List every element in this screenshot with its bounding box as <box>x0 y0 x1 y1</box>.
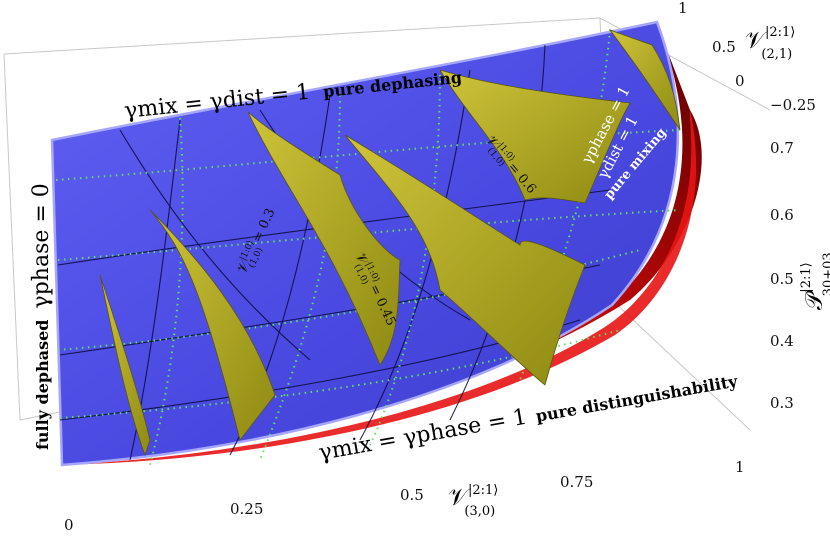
y-tick-label: −0.25 <box>770 96 816 114</box>
contour-sheet-4 <box>344 134 586 386</box>
x-axis-label-sub: (3,0) <box>464 504 495 519</box>
mesh-line <box>359 69 471 441</box>
x-tick-label: 0.25 <box>230 500 263 518</box>
contour-sheet-2 <box>149 209 276 441</box>
left-edge-formula: γphase = 0 <box>29 183 54 308</box>
green-dotted-grid <box>55 29 681 466</box>
x-tick-label: 1 <box>735 458 745 476</box>
z-axis-label-main: 𝒫 <box>800 290 828 310</box>
x-axis-label-sup: |2:1⟩ <box>468 483 498 498</box>
x-axis-ticks: 0 0.25 0.5 0.75 1 <box>64 458 745 534</box>
contour-sheet-1 <box>99 274 151 457</box>
z-tick-label: 0.5 <box>770 270 794 288</box>
z-tick-label: 0.3 <box>770 394 794 412</box>
z-axis-label-sup: |2:1⟩ <box>799 262 814 292</box>
left-edge-label: fully dephased <box>33 320 52 450</box>
y-axis-label-sup: |2:1⟩ <box>765 25 795 40</box>
y-axis-ticks: 1 0.5 0 −0.25 <box>678 0 816 114</box>
contour-sheet-5 <box>439 69 631 204</box>
z-axis-label: 𝒫|2:1⟩ 30+03 <box>799 252 830 310</box>
y-axis-label: 𝒱|2:1⟩ (2,1) <box>745 25 795 62</box>
box-back-left-edge <box>3 53 21 421</box>
z-tick-label: 0.4 <box>770 332 794 350</box>
x-axis-label: 𝒱|2:1⟩ (3,0) <box>448 483 498 519</box>
contour-sheets <box>99 29 681 457</box>
mesh-line <box>119 129 311 361</box>
contour-label-0.3: 𝒱|1:0⟩(1,0) = 0.3 <box>232 205 282 278</box>
x-tick-label: 0.5 <box>400 486 424 504</box>
z-tick-label: 0.7 <box>770 139 794 157</box>
z-axis-ticks: 0.7 0.6 0.5 0.4 0.3 <box>770 139 794 412</box>
contour-sheet-6 <box>608 29 681 131</box>
y-axis-label-sub: (2,1) <box>761 47 792 62</box>
x-tick-label: 0.75 <box>560 473 593 491</box>
y-tick-label: 0 <box>735 72 745 90</box>
contour-sheet-3 <box>247 111 401 366</box>
y-tick-label: 0.5 <box>712 38 736 56</box>
z-axis-label-sub: 30+03 <box>821 252 830 296</box>
bottom-edge-label: pure distinguishability <box>534 371 739 425</box>
z-tick-label: 0.6 <box>770 206 794 224</box>
grid-line <box>149 117 184 466</box>
x-tick-label: 0 <box>64 516 74 534</box>
left-edge-annotation: fully dephased γphase = 0 <box>29 183 54 450</box>
grid-line <box>57 249 641 351</box>
y-tick-label: 1 <box>678 0 688 17</box>
